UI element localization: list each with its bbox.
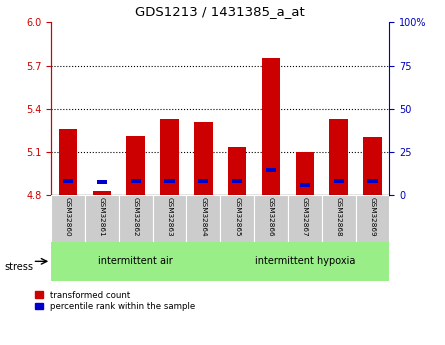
Legend: transformed count, percentile rank within the sample: transformed count, percentile rank withi… xyxy=(36,290,195,311)
FancyBboxPatch shape xyxy=(51,195,85,243)
Bar xyxy=(126,136,145,195)
FancyBboxPatch shape xyxy=(220,195,254,243)
Text: GSM32862: GSM32862 xyxy=(133,197,139,237)
Bar xyxy=(63,179,73,184)
Bar xyxy=(198,179,208,184)
Bar xyxy=(97,180,107,184)
Bar xyxy=(334,179,344,184)
Bar xyxy=(262,58,280,195)
Text: GSM32865: GSM32865 xyxy=(234,197,240,237)
Bar xyxy=(266,168,276,172)
Text: GSM32863: GSM32863 xyxy=(166,197,173,237)
FancyBboxPatch shape xyxy=(153,195,186,243)
Bar xyxy=(160,119,179,195)
Text: GSM32869: GSM32869 xyxy=(369,197,376,237)
FancyBboxPatch shape xyxy=(322,195,356,243)
FancyBboxPatch shape xyxy=(288,195,322,243)
Text: GSM32864: GSM32864 xyxy=(200,197,206,237)
Title: GDS1213 / 1431385_a_at: GDS1213 / 1431385_a_at xyxy=(135,6,305,19)
Bar xyxy=(363,137,382,195)
FancyBboxPatch shape xyxy=(119,195,153,243)
FancyBboxPatch shape xyxy=(186,195,220,243)
Bar xyxy=(165,179,174,184)
Bar xyxy=(93,191,111,195)
Bar xyxy=(228,148,247,195)
Bar xyxy=(131,179,141,184)
Text: GSM32861: GSM32861 xyxy=(99,197,105,237)
Bar xyxy=(295,152,314,195)
FancyBboxPatch shape xyxy=(356,195,389,243)
Bar xyxy=(329,119,348,195)
Text: intermittent hypoxia: intermittent hypoxia xyxy=(255,256,355,266)
Text: stress: stress xyxy=(4,263,33,272)
FancyBboxPatch shape xyxy=(220,241,389,281)
Text: GSM32868: GSM32868 xyxy=(336,197,342,237)
Text: GSM32867: GSM32867 xyxy=(302,197,308,237)
FancyBboxPatch shape xyxy=(85,195,119,243)
Bar xyxy=(232,179,242,184)
Text: GSM32860: GSM32860 xyxy=(65,197,71,237)
Bar xyxy=(59,129,77,195)
Text: GSM32866: GSM32866 xyxy=(268,197,274,237)
FancyBboxPatch shape xyxy=(51,241,220,281)
Bar xyxy=(300,183,310,187)
Bar xyxy=(368,179,377,184)
FancyBboxPatch shape xyxy=(254,195,288,243)
Text: intermittent air: intermittent air xyxy=(98,256,173,266)
Bar xyxy=(194,122,213,195)
